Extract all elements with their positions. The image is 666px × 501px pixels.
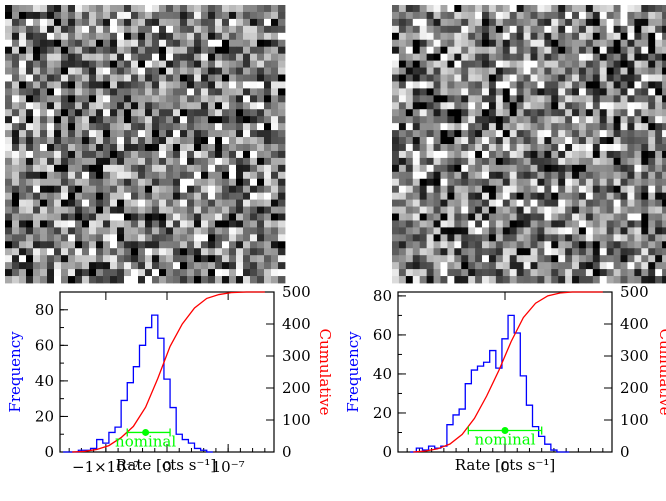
ylabel-cumulative-right: Cumulative [656,329,666,416]
y-tick-label-right: 0 [282,443,292,461]
y-tick-label-right: 200 [282,379,311,397]
ylabel-frequency-left: Frequency [6,331,24,413]
nominal-label: nominal [474,431,535,449]
y-tick-label-left: 0 [382,443,392,461]
y-tick-label-right: 300 [620,347,649,365]
nominal-point [501,427,509,435]
nominal-label: nominal [115,432,176,450]
histogram-plot-right: 0 20 40 60 80 0 100 200 300 400 500 0 nominal [373,283,649,476]
cumulative-line [72,291,265,453]
y-tick-label-right: 200 [620,379,649,397]
plot-frame [59,291,275,453]
nominal-point [142,428,150,436]
x-tick-label: −1×10⁻⁷ [72,458,140,476]
noise-image-left [5,5,286,284]
y-tick-label-right: 100 [282,411,311,429]
y-tick-label-left: 60 [35,336,54,354]
y-tick-label-left: 60 [373,326,392,344]
y-tick-label-left: 0 [44,443,54,461]
x-tick-label: 10⁻⁷ [212,458,245,476]
histogram-line [410,314,570,453]
ylabel-cumulative-left: Cumulative [316,329,334,416]
panel-right: 0 20 40 60 80 0 100 200 300 400 500 0 nominal Freque… [344,5,666,476]
x-tick-label: 0 [162,458,172,476]
y-tick-label-right: 500 [282,283,311,301]
y-tick-label-right: 500 [620,283,649,301]
cumulative-line [413,291,603,453]
y-tick-label-left: 40 [373,365,392,383]
y-tick-label-left: 20 [35,407,54,425]
noise-image-right [392,5,666,284]
y-tick-label-right: 300 [282,347,311,365]
histogram-line [63,314,213,453]
y-tick-label-left: 80 [35,301,54,319]
ylabel-frequency-right: Frequency [344,331,362,413]
xlabel-left: Rate [cts s⁻¹] [116,456,216,474]
y-tick-label-right: 400 [620,315,649,333]
panel-left: 0 20 40 60 80 0 100 200 300 400 500 −1×10⁻⁷ 0 10⁻⁷ nom… [5,5,334,476]
y-tick-label-left: 80 [373,287,392,305]
y-tick-label-right: 400 [282,315,311,333]
histogram-plot-left: 0 20 40 60 80 0 100 200 300 400 500 −1×10⁻⁷ 0 10⁻⁷ nom… [35,283,311,476]
x-tick-label: 0 [500,458,510,476]
xlabel-right: Rate [cts s⁻¹] [455,456,555,474]
y-tick-label-right: 0 [620,443,630,461]
y-tick-label-left: 40 [35,372,54,390]
y-tick-label-right: 100 [620,411,649,429]
y-tick-label-left: 20 [373,404,392,422]
